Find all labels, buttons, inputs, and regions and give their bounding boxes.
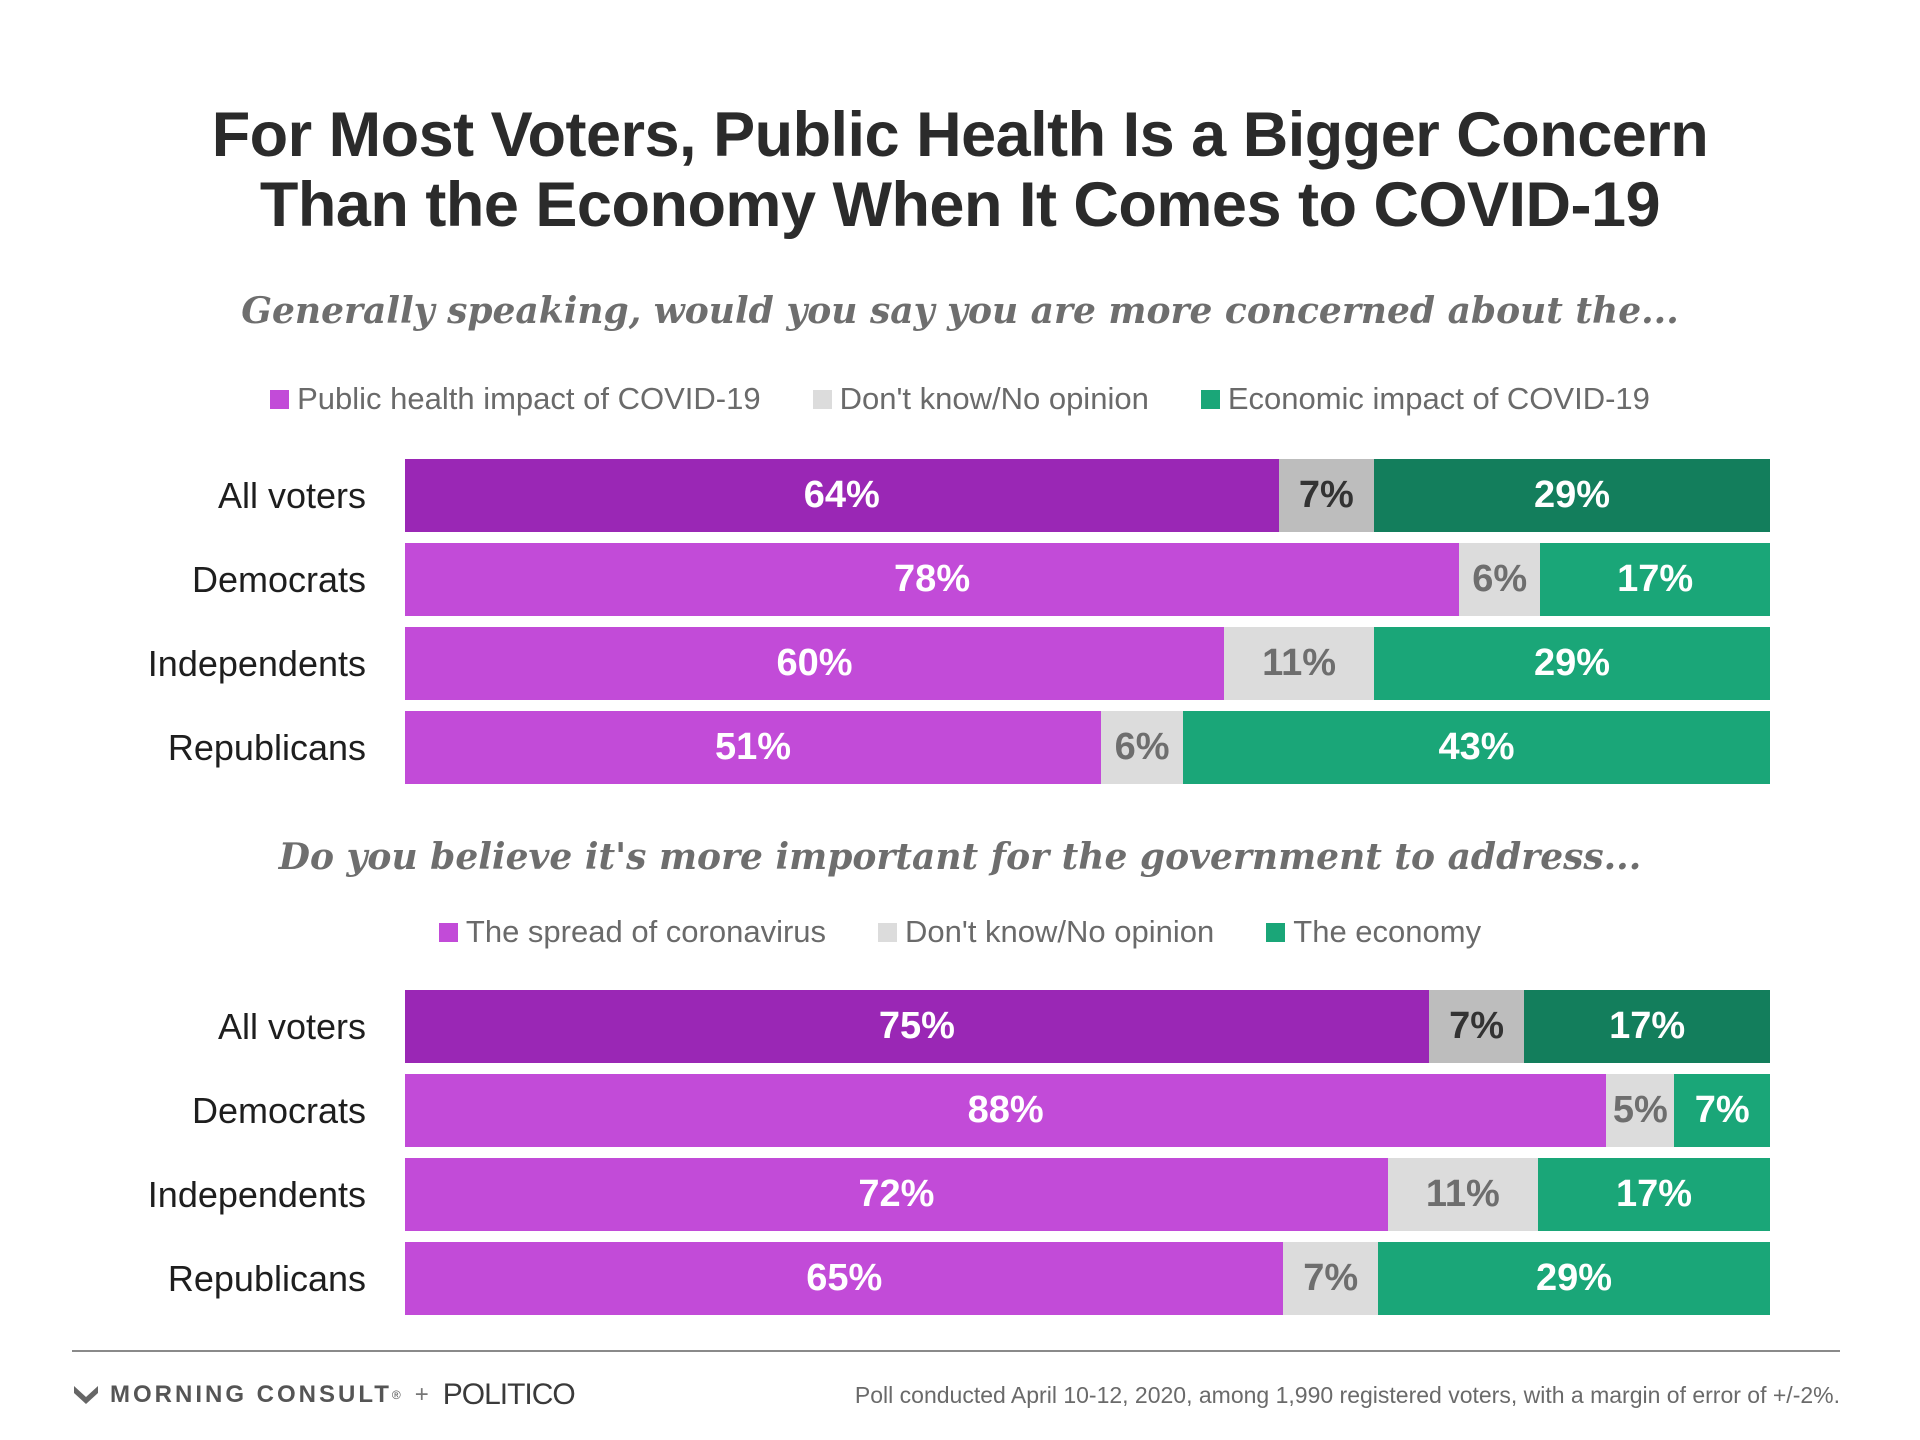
chart-2-segment-republicans-don-t-know-no-opinion: 7%	[1283, 1242, 1379, 1315]
chart-2-legend-label-spread: The spread of coronavirus	[465, 914, 827, 949]
chart-title: For Most Voters, Public Health Is a Bigg…	[0, 100, 1920, 240]
chart-2-legend-swatch-spread	[438, 922, 458, 942]
chart-1-segment-all-voters-economic-impact-of-covid-19: 29%	[1374, 459, 1770, 532]
chart-1-data-label: 11%	[1262, 642, 1337, 684]
chart-1-segment-independents-don-t-know-no-opinion: 11%	[1224, 627, 1375, 700]
morning-consult-logo-text: MORNING CONSULT	[110, 1381, 392, 1408]
chart-1-data-label: 43%	[1438, 726, 1515, 768]
chart-2-data-label: 7%	[1694, 1089, 1750, 1131]
chart-1-row-label-republicans: Republicans	[167, 727, 366, 768]
chart-1-segment-republicans-economic-impact-of-covid-19: 43%	[1183, 711, 1770, 784]
chart-1-legend-label-public-health: Public health impact of COVID-19	[297, 381, 761, 416]
chart-1-data-label: 29%	[1534, 474, 1611, 516]
chart-2-row-label-republicans: Republicans	[167, 1258, 366, 1299]
chart-1-data-label: 78%	[894, 558, 971, 600]
politico-logo-text: POLITICO	[442, 1378, 576, 1411]
logo-separator-plus: +	[414, 1381, 429, 1408]
chart-2-segment-independents-the-spread-of-coronavirus: 72%	[405, 1158, 1388, 1231]
chart-title-line-1: For Most Voters, Public Health Is a Bigg…	[211, 100, 1709, 170]
chart-2-data-label: 75%	[878, 1005, 955, 1047]
chart-1-question: Generally speaking, would you say you ar…	[241, 290, 1679, 332]
chart-2-bar-all-voters: 75% 7% 17%	[405, 990, 1770, 1063]
poll-methodology-note: Poll conducted April 10-12, 2020, among …	[854, 1382, 1840, 1408]
chart-1-data-label: 60%	[776, 642, 853, 684]
chart-1-data-label: 17%	[1617, 558, 1694, 600]
chart-2-segment-independents-the-economy: 17%	[1537, 1158, 1770, 1231]
chart-2-data-label: 11%	[1425, 1173, 1500, 1215]
chart-1-row-label-democrats: Democrats	[191, 559, 366, 600]
chart-2-data-label: 17%	[1609, 1005, 1686, 1047]
chart-1-segment-republicans-don-t-know-no-opinion: 6%	[1101, 711, 1184, 784]
chart-2-data-label: 7%	[1449, 1005, 1504, 1047]
chart-2-data-label: 88%	[967, 1089, 1044, 1131]
chart-2-legend-item-dont-know: Don't know/No opinion	[878, 914, 1214, 950]
chart-2-data-label: 29%	[1535, 1257, 1613, 1299]
chart-1-segment-democrats-public-health-impact-of-covid-19: 78%	[405, 543, 1460, 616]
chart-1-bar-democrats: 78% 6% 17%	[405, 543, 1770, 616]
morning-consult-m-icon	[74, 1386, 98, 1404]
chart-2-data-label: 17%	[1615, 1173, 1692, 1215]
chart-1-legend-label-dont-know: Don't know/No opinion	[839, 381, 1149, 416]
chart-1-segment-independents-public-health-impact-of-covid-19: 60%	[405, 627, 1224, 700]
chart-1-row-label-independents: Independents	[147, 643, 366, 684]
chart-2-legend-item-spread: The spread of coronavirus	[438, 914, 827, 950]
chart-2-legend-swatch-economy	[1266, 922, 1286, 942]
chart-2-segment-republicans-the-spread-of-coronavirus: 65%	[405, 1242, 1284, 1315]
chart-2-legend: The spread of coronavirus Don't know/No …	[0, 910, 1920, 954]
chart-2-segment-democrats-the-economy: 7%	[1674, 1074, 1770, 1147]
chart-2-question: Do you believe it's more important for t…	[278, 836, 1642, 878]
chart-1-legend: Public health impact of COVID-19 Don't k…	[0, 377, 1920, 421]
chart-2-segment-independents-don-t-know-no-opinion: 11%	[1387, 1158, 1538, 1231]
chart-1-legend-swatch-public-health	[270, 389, 290, 409]
chart-1-legend-item-economic: Economic impact of COVID-19	[1200, 381, 1650, 417]
chart-2-bar-democrats: 88% 5% 7%	[405, 1074, 1770, 1147]
chart-1-data-label: 7%	[1298, 474, 1354, 516]
chart-1-segment-democrats-economic-impact-of-covid-19: 17%	[1540, 543, 1770, 616]
chart-2-segment-republicans-the-economy: 29%	[1378, 1242, 1770, 1315]
chart-2-legend-swatch-dont-know	[878, 922, 898, 942]
chart-1-segment-republicans-public-health-impact-of-covid-19: 51%	[405, 711, 1102, 784]
chart-2-data-label: 5%	[1612, 1089, 1668, 1131]
chart-1-row-label-all-voters: All voters	[217, 475, 366, 516]
chart-1-bar-republicans: 51% 6% 43%	[405, 711, 1770, 784]
chart-1-legend-swatch-economic	[1200, 389, 1220, 409]
chart-1-legend-label-economic: Economic impact of COVID-19	[1227, 381, 1650, 416]
chart-2-segment-all-voters-don-t-know-no-opinion: 7%	[1428, 990, 1525, 1063]
chart-2-bar-republicans: 65% 7% 29%	[405, 1242, 1770, 1315]
chart-1-data-label: 6%	[1472, 558, 1528, 600]
chart-2-segment-democrats-don-t-know-no-opinion: 5%	[1606, 1074, 1675, 1147]
chart-2-bar-independents: 72% 11% 17%	[405, 1158, 1770, 1231]
chart-2-segment-democrats-the-spread-of-coronavirus: 88%	[405, 1074, 1607, 1147]
chart-2-segment-all-voters-the-economy: 17%	[1524, 990, 1770, 1063]
chart-2-segment-all-voters-the-spread-of-coronavirus: 75%	[405, 990, 1429, 1063]
chart-1-data-label: 64%	[803, 474, 880, 516]
chart-1-segment-democrats-don-t-know-no-opinion: 6%	[1459, 543, 1541, 616]
chart-title-line-2: Than the Economy When It Comes to COVID-…	[259, 170, 1661, 240]
chart-1-segment-all-voters-don-t-know-no-opinion: 7%	[1278, 459, 1375, 532]
morning-consult-registered-mark: ®	[391, 1388, 401, 1402]
chart-1-data-label: 29%	[1534, 642, 1611, 684]
chart-1-legend-item-dont-know: Don't know/No opinion	[812, 381, 1149, 417]
chart-2-row-label-independents: Independents	[147, 1174, 366, 1215]
chart-2-row-label-democrats: Democrats	[191, 1090, 366, 1131]
footer-divider	[72, 1350, 1840, 1352]
chart-1-bar-independents: 60% 11% 29%	[405, 627, 1770, 700]
chart-1-legend-swatch-dont-know	[812, 389, 832, 409]
chart-1-bar-all-voters: 64% 7% 29%	[405, 459, 1770, 532]
chart-2-legend-label-dont-know: Don't know/No opinion	[905, 914, 1215, 949]
chart-1-segment-independents-economic-impact-of-covid-19: 29%	[1374, 627, 1770, 700]
chart-2-data-label: 72%	[858, 1173, 935, 1215]
chart-1-legend-item-public-health: Public health impact of COVID-19	[270, 381, 761, 417]
chart-2-data-label: 65%	[806, 1257, 883, 1299]
chart-2-legend-item-economy: The economy	[1266, 914, 1481, 950]
chart-1-segment-all-voters-public-health-impact-of-covid-19: 64%	[405, 459, 1279, 532]
chart-2-data-label: 7%	[1303, 1257, 1359, 1299]
chart-1-data-label: 51%	[715, 726, 792, 768]
chart-1-data-label: 6%	[1114, 726, 1170, 768]
chart-2-legend-label-economy: The economy	[1293, 914, 1482, 949]
footer-logos: MORNING CONSULT ® + POLITICO	[72, 1378, 576, 1412]
chart-2-row-label-all-voters: All voters	[217, 1006, 366, 1047]
